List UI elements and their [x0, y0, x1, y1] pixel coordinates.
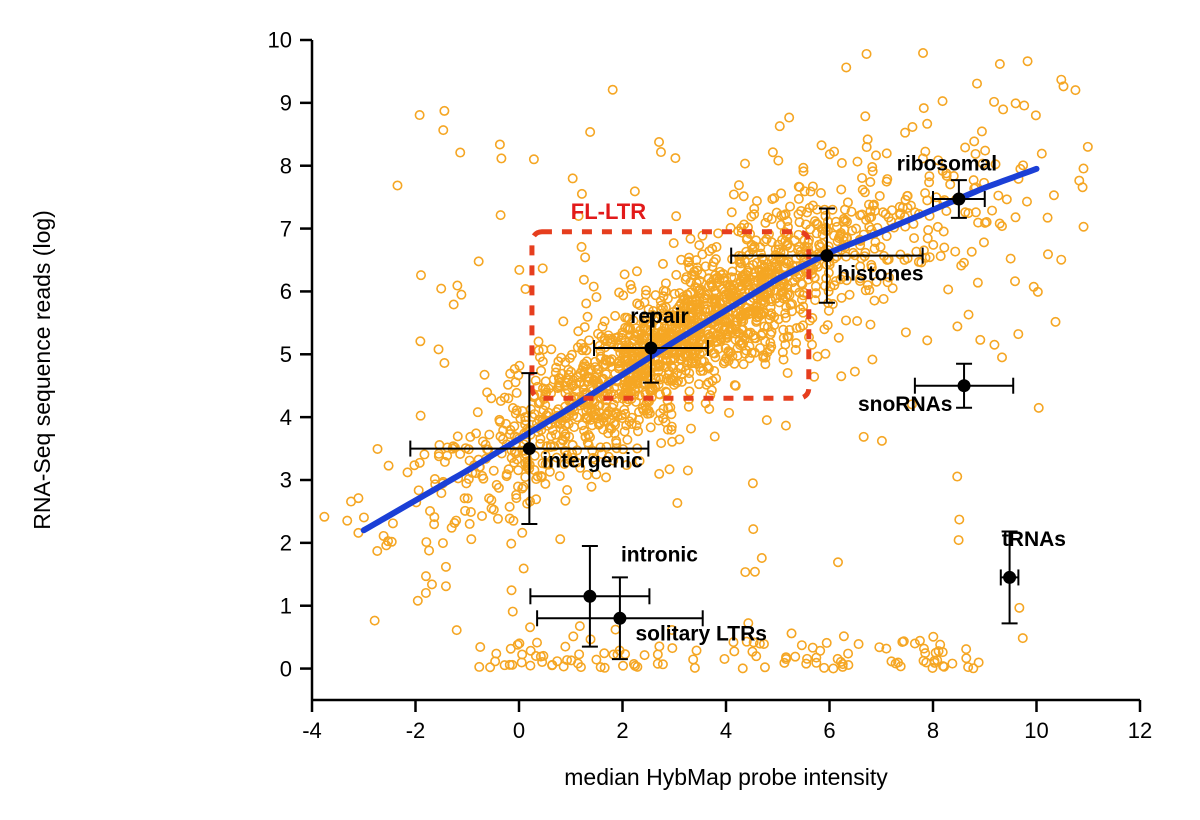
x-tick-label: -2	[406, 718, 426, 743]
x-tick-label: 10	[1024, 718, 1048, 743]
category-label: ribosomal	[897, 153, 997, 176]
y-tick-label: 9	[280, 91, 292, 116]
category-label: intronic	[621, 544, 698, 567]
x-tick-label: 2	[616, 718, 628, 743]
y-axis-label: RNA-Seq sequence reads (log)	[29, 210, 55, 530]
category-label: snoRNAs	[858, 393, 953, 416]
y-tick-label: 7	[280, 216, 292, 241]
y-tick-label: 6	[280, 279, 292, 304]
y-tick-label: 0	[280, 656, 292, 681]
y-tick-label: 2	[280, 531, 292, 556]
x-tick-label: 0	[513, 718, 525, 743]
y-tick-label: 4	[280, 405, 292, 430]
scatter-chart: FL-LTR intergenic repair histones ribosomal i…	[0, 0, 1200, 820]
x-tick-label: -4	[302, 718, 322, 743]
y-tick-label: 8	[280, 153, 292, 178]
y-tick-label: 5	[280, 342, 292, 367]
y-tick-label: 3	[280, 468, 292, 493]
category-label: histones	[837, 263, 923, 286]
x-tick-label: 4	[720, 718, 732, 743]
x-tick-label: 6	[823, 718, 835, 743]
x-tick-label: 8	[927, 718, 939, 743]
category-label: solitary LTRs	[635, 622, 766, 645]
x-axis-label: median HybMap probe intensity	[564, 764, 888, 790]
category-label: tRNAs	[1002, 528, 1066, 551]
category-label: intergenic	[542, 449, 643, 472]
highlight-label: FL-LTR	[571, 199, 646, 224]
y-tick-label: 10	[268, 28, 292, 53]
category-label: repair	[630, 305, 688, 328]
x-tick-label: 12	[1128, 718, 1152, 743]
y-tick-label: 1	[280, 593, 292, 618]
